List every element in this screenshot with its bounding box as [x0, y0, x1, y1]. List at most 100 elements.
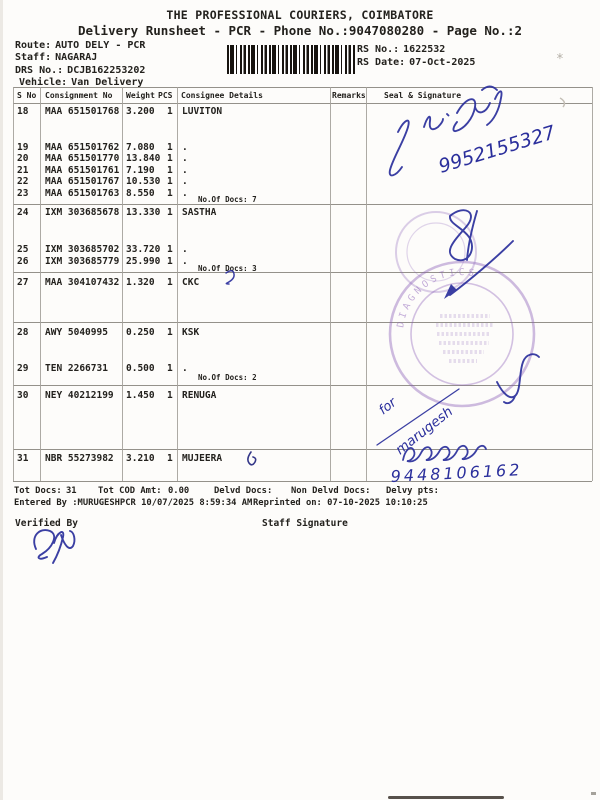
- row-sno: 20: [17, 153, 29, 164]
- row-consignee: MUJEERA: [182, 453, 223, 464]
- row-consignee: .: [182, 255, 188, 267]
- row-consignee: LUVITON: [182, 106, 223, 117]
- docs-note: No.Of Docs: 3: [198, 264, 257, 273]
- col-header-remarks: Remarks: [332, 91, 366, 100]
- row-weight: 7.190: [126, 164, 155, 176]
- row-consignment: MAA 651501768: [45, 106, 120, 117]
- row-sno: 26: [17, 255, 29, 267]
- table-row: 30 NEY 40212199 1.450 1 RENUGA: [0, 390, 600, 401]
- column-divider: [122, 87, 123, 481]
- row-sno: 29: [17, 363, 29, 374]
- drs-value: DCJB162253202: [67, 65, 146, 76]
- scan-speck: [591, 792, 596, 795]
- tot-docs-label: Tot Docs:: [14, 486, 62, 496]
- row-consignment: IXM 303685779: [45, 255, 120, 267]
- table-border-bottom: [13, 481, 592, 482]
- table-row: 29 TEN 2266731 0.500 1 .: [0, 363, 600, 374]
- rs-no-label: RS No.:: [357, 44, 400, 55]
- group-separator: [13, 385, 592, 386]
- table-row: 19 MAA 651501762 7.080 1 .: [0, 142, 600, 153]
- row-pcs: 1: [167, 244, 173, 255]
- table-row: 26 IXM 303685779 25.990 1 .: [0, 256, 600, 267]
- row-weight: 7.080: [126, 142, 155, 153]
- scan-speck: *: [556, 52, 564, 67]
- row-pcs: 1: [167, 142, 173, 153]
- col-header-seal: Seal & Signature: [384, 91, 462, 100]
- group-separator: [13, 322, 592, 323]
- row-sno: 24: [17, 207, 29, 218]
- reprinted-line: Reprinted on: 07-10-2025 10:10:25: [253, 498, 428, 508]
- row-pcs: 1: [167, 255, 173, 267]
- column-divider: [13, 87, 14, 481]
- row-weight: 10.530: [126, 176, 161, 187]
- row-sno: 19: [17, 142, 29, 153]
- tot-cod-label: Tot COD Amt:: [98, 486, 162, 496]
- delvy-pts-label: Delvy pts:: [386, 486, 439, 496]
- table-row: 22 MAA 651501767 10.530 1 .: [0, 176, 600, 187]
- group-separator: [13, 272, 592, 273]
- header-separator: [13, 103, 592, 104]
- table-row: 24 IXM 303685678 13.330 1 SASTHA: [0, 207, 600, 218]
- table-row: 23 MAA 651501763 8.550 1 .: [0, 188, 600, 199]
- tot-cod-value: 0.00: [168, 486, 190, 496]
- table-row: 25 IXM 303685702 33.720 1 .: [0, 244, 600, 255]
- row-consignee: .: [182, 187, 188, 199]
- row-pcs: 1: [167, 187, 173, 199]
- row-sno: 30: [17, 390, 29, 401]
- table-row: 27 MAA 304107432 1.320 1 CKC: [0, 277, 600, 288]
- runsheet-subtitle: Delivery Runsheet - PCR - Phone No.:9047…: [77, 23, 522, 38]
- row-weight: 13.840: [126, 153, 161, 164]
- staff-signature-label: Staff Signature: [262, 518, 348, 529]
- vehicle-value: Van Delivery: [71, 77, 144, 88]
- column-divider: [177, 87, 178, 481]
- row-sno: 21: [17, 164, 29, 176]
- row-consignment: IXM 303685702: [45, 244, 120, 255]
- row-pcs: 1: [167, 176, 173, 187]
- table-row: 31 NBR 55273982 3.210 1 MUJEERA: [0, 453, 600, 464]
- col-header-pcs: PCS: [158, 91, 173, 100]
- entered-by-line: Entered By :MURUGESHPCR 10/07/2025 8:59:…: [14, 498, 253, 508]
- row-weight: 13.330: [126, 207, 161, 218]
- rs-date-value: 07-Oct-2025: [409, 57, 476, 68]
- row-pcs: 1: [167, 106, 173, 117]
- row-weight: 1.450: [126, 390, 155, 401]
- non-delvd-docs-label: Non Delvd Docs:: [291, 486, 371, 496]
- route-value: AUTO DELY - PCR: [55, 40, 146, 51]
- row-weight: 3.210: [126, 453, 155, 464]
- row-consignment: MAA 651501762: [45, 142, 120, 153]
- row-consignment: NBR 55273982: [45, 453, 114, 464]
- row-consignee: .: [182, 176, 188, 187]
- row-weight: 33.720: [126, 244, 161, 255]
- row-consignee: SASTHA: [182, 207, 217, 218]
- row-consignee: CKC: [182, 277, 200, 288]
- row-consignee: KSK: [182, 327, 200, 338]
- row-pcs: 1: [167, 207, 173, 218]
- rs-date-label: RS Date:: [357, 57, 406, 68]
- row-consignment: MAA 651501763: [45, 187, 120, 199]
- column-divider: [366, 87, 367, 481]
- scan-edge: [0, 0, 3, 800]
- col-header-sno: S No: [17, 91, 37, 100]
- table-row: 20 MAA 651501770 13.840 1 .: [0, 153, 600, 164]
- row-weight: 25.990: [126, 255, 161, 267]
- row-consignment: AWY 5040995: [45, 327, 108, 338]
- column-divider: [330, 87, 331, 481]
- row-consignment: MAA 651501761: [45, 164, 120, 176]
- staff-value: NAGARAJ: [55, 52, 98, 63]
- row-consignee: .: [182, 142, 188, 153]
- docs-note: No.Of Docs: 2: [198, 373, 257, 382]
- row-sno: 23: [17, 187, 29, 199]
- scan-shadow-bar: [388, 796, 504, 799]
- row-consignee: .: [182, 164, 188, 176]
- row-consignee: .: [182, 363, 188, 374]
- column-divider: [592, 87, 593, 481]
- row-consignment: TEN 2266731: [45, 363, 108, 374]
- vehicle-line: Vehicle: Van Delivery: [19, 77, 147, 88]
- column-divider: [40, 87, 41, 481]
- table-row: 21 MAA 651501761 7.190 1 .: [0, 165, 600, 176]
- row-consignee: RENUGA: [182, 390, 217, 401]
- row-sno: 27: [17, 277, 29, 288]
- docs-note: No.Of Docs: 7: [198, 195, 257, 204]
- col-header-weight: Weight: [126, 91, 155, 100]
